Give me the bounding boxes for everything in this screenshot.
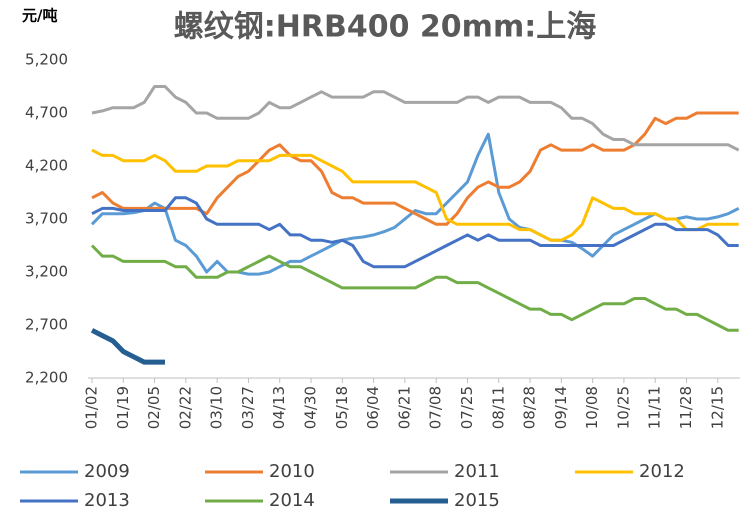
x-tick-label: 01/02: [83, 386, 101, 429]
x-tick-label: 03/27: [239, 386, 257, 429]
legend-label: 2012: [639, 461, 685, 482]
x-tick-label: 01/19: [114, 386, 132, 429]
x-tick-label: 03/10: [208, 386, 226, 429]
series-line: [91, 111, 739, 226]
series-line: [91, 85, 740, 152]
x-tick-label: 09/14: [552, 386, 570, 429]
series-line: [90, 328, 165, 365]
y-tick-label: 4,700: [25, 104, 68, 122]
y-tick-label: 5,200: [25, 51, 68, 69]
legend-label: 2010: [269, 461, 315, 482]
x-tick-label: 02/05: [145, 386, 163, 429]
legend-label: 2011: [454, 461, 500, 482]
y-tick-label: 3,200: [25, 263, 68, 281]
series-line: [91, 196, 739, 269]
x-tick-label: 06/04: [364, 386, 382, 429]
x-tick-label: 08/28: [521, 386, 539, 429]
legend-label: 2009: [84, 461, 130, 482]
y-tick-label: 2,700: [25, 316, 68, 334]
x-tick-label: 02/22: [176, 386, 194, 429]
x-tick-label: 12/15: [708, 386, 726, 429]
y-tick-label: 3,700: [25, 210, 68, 228]
x-tick-label: 06/21: [395, 386, 413, 429]
y-tick-label: 4,200: [25, 157, 68, 175]
x-tick-label: 10/25: [614, 386, 632, 429]
series-line: [90, 132, 740, 276]
x-tick-label: 07/25: [458, 386, 476, 429]
x-tick-label: 08/11: [489, 386, 507, 429]
series-line: [91, 148, 739, 242]
y-axis-label: 元/吨: [22, 7, 57, 25]
chart-title: 螺纹钢:HRB400 20mm:上海: [174, 10, 596, 45]
series-line: [90, 244, 739, 332]
x-tick-label: 10/08: [583, 386, 601, 429]
y-tick-label: 2,200: [25, 369, 68, 387]
x-tick-label: 04/13: [270, 386, 288, 429]
x-tick-label: 04/30: [302, 386, 320, 429]
legend-label: 2014: [269, 490, 315, 511]
x-tick-label: 07/08: [427, 386, 445, 429]
legend-label: 2013: [84, 490, 130, 511]
x-tick-label: 11/11: [646, 386, 664, 429]
x-tick-label: 11/28: [677, 386, 695, 429]
legend-label: 2015: [454, 490, 500, 511]
x-tick-label: 05/18: [333, 386, 351, 429]
